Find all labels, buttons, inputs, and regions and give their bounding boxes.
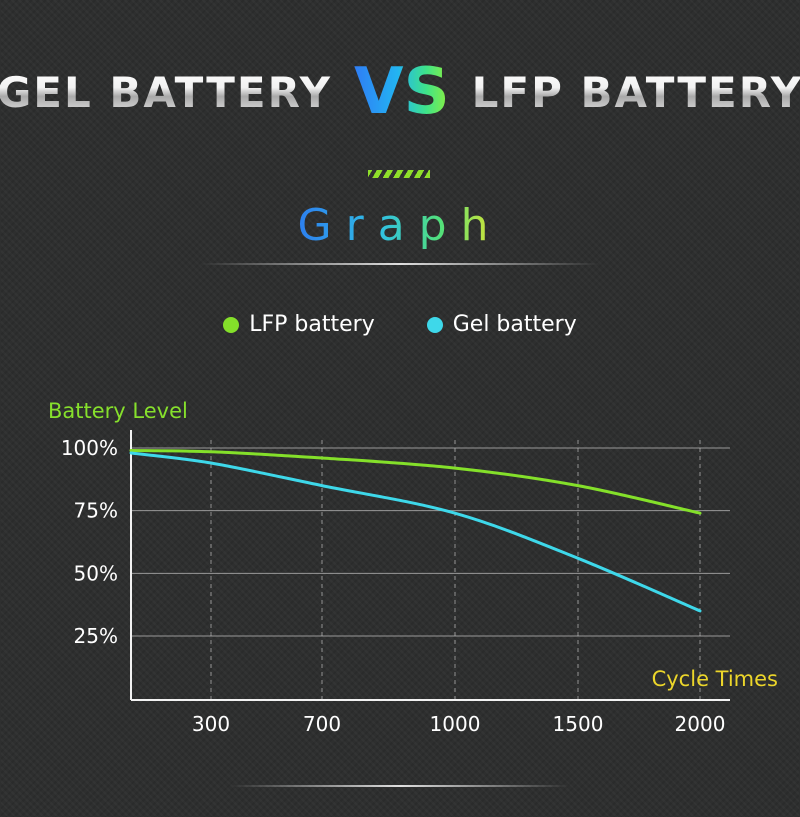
divider-top xyxy=(200,263,600,265)
headline-left: GEL BATTERY xyxy=(0,68,332,117)
y-tick-label: 50% xyxy=(74,561,118,585)
graph-title-text: Graph xyxy=(297,200,503,251)
decorative-stripes xyxy=(368,170,430,178)
y-tick-label: 75% xyxy=(74,499,118,523)
headline-vs: VS xyxy=(354,55,450,129)
legend: LFP battery Gel battery xyxy=(0,312,800,337)
graph-title: Graph xyxy=(0,196,800,256)
x-tick-label: 2000 xyxy=(675,712,726,736)
headline: GEL BATTERY VS LFP BATTERY xyxy=(0,52,800,132)
x-tick-label: 1000 xyxy=(430,712,481,736)
y-tick-label: 25% xyxy=(74,624,118,648)
x-tick-label: 700 xyxy=(303,712,341,736)
headline-right: LFP BATTERY xyxy=(472,68,800,117)
divider-bottom xyxy=(230,785,570,787)
legend-item-lfp: LFP battery xyxy=(223,312,375,337)
x-axis-label: Cycle Times xyxy=(652,667,778,691)
legend-item-gel: Gel battery xyxy=(426,312,577,337)
chart-axes xyxy=(130,430,730,701)
series-line-lfp xyxy=(129,449,702,515)
x-tick-label: 1500 xyxy=(553,712,604,736)
legend-label-gel: Gel battery xyxy=(452,312,577,337)
legend-label-lfp: LFP battery xyxy=(249,312,375,337)
legend-dot-gel xyxy=(426,316,443,333)
y-axis-label: Battery Level xyxy=(48,399,188,423)
chart-series xyxy=(129,449,702,613)
chart-labels: 100% 75% 50% 25% 300 700 1000 1500 2000 Battery L… xyxy=(48,399,778,736)
x-tick-label: 300 xyxy=(192,712,230,736)
chart-grid xyxy=(131,440,730,700)
series-line-gel xyxy=(129,451,702,613)
legend-dot-lfp xyxy=(223,316,240,333)
y-tick-label: 100% xyxy=(61,436,118,460)
